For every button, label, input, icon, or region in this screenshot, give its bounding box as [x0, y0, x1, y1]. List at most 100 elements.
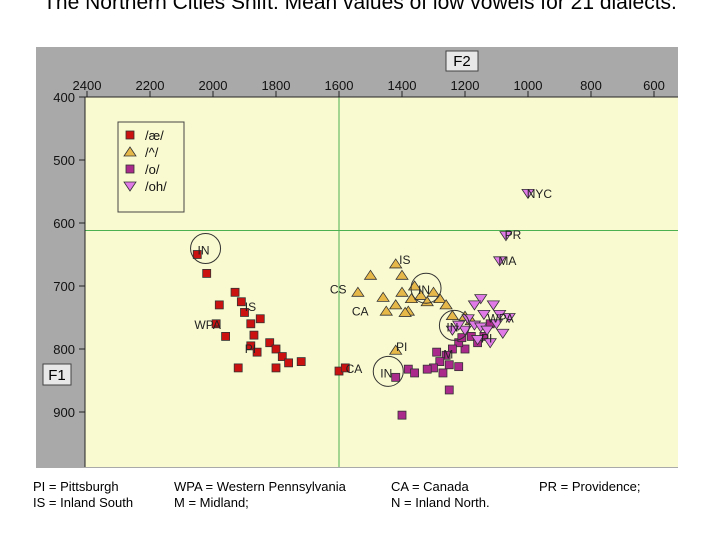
x-tick-label: 2200 — [136, 78, 165, 93]
data-point-series-3 — [492, 309, 507, 321]
y-axis-title-box: F1 — [42, 363, 72, 386]
annotation-label: CA — [346, 362, 363, 376]
footer-legend-providence: PR = Providence; — [539, 479, 641, 494]
data-point-series-3 — [492, 256, 507, 267]
data-point-series-1 — [388, 344, 403, 355]
data-point-series-2 — [457, 333, 467, 343]
annotation-label: PI — [245, 342, 256, 356]
annotation-circle — [438, 309, 470, 341]
x-tick-label: 1000 — [514, 78, 543, 93]
data-point-series-1 — [398, 306, 412, 317]
data-point-series-0 — [233, 363, 243, 373]
legend-label: /oh/ — [145, 179, 167, 194]
annotation-label: PR — [505, 228, 522, 242]
annotation-label: IS — [399, 253, 410, 267]
data-point-series-0 — [249, 330, 259, 340]
data-point-series-0 — [240, 308, 249, 317]
annotation-label: IN — [198, 244, 210, 258]
x-tick-label: 2000 — [199, 78, 228, 93]
data-point-series-1 — [351, 286, 365, 297]
data-point-series-1 — [395, 269, 409, 280]
x-tick-label: 600 — [643, 78, 665, 93]
data-point-series-0 — [255, 314, 265, 324]
y-tick-label: 800 — [53, 342, 75, 357]
data-point-series-3 — [477, 309, 491, 321]
footer-legend-inland-south: IS = Inland South — [33, 495, 134, 510]
data-point-series-3 — [502, 313, 516, 324]
annotation-label: CA — [352, 305, 369, 319]
annotation-circle — [190, 233, 222, 264]
data-point-series-1 — [426, 286, 441, 297]
legend-label: /æ/ — [145, 128, 164, 143]
data-point-series-0 — [246, 319, 256, 329]
data-point-series-2 — [444, 360, 454, 370]
data-point-series-2 — [438, 368, 448, 378]
annotation-label: PI — [481, 332, 492, 346]
x-tick-label: 2400 — [73, 78, 102, 93]
y-tick-label: 500 — [53, 153, 75, 168]
data-point-series-0 — [284, 358, 294, 368]
data-point-series-3 — [470, 335, 485, 346]
data-point-series-0 — [340, 363, 350, 373]
data-point-series-1 — [363, 269, 378, 280]
data-point-series-0 — [252, 347, 262, 357]
annotation-circle — [372, 355, 404, 387]
data-point-series-0 — [265, 338, 275, 348]
data-point-series-3 — [521, 188, 535, 200]
data-point-series-2 — [454, 362, 464, 372]
slide-title: The Northern Cities Shift: Mean values o… — [43, 0, 677, 14]
x-axis-title-box: F2 — [445, 50, 479, 72]
data-point-series-2 — [432, 347, 442, 357]
legend-label: /o/ — [145, 162, 160, 177]
annotation-circle — [410, 272, 442, 304]
annotation-label: NYC — [527, 187, 553, 201]
data-point-series-1 — [439, 299, 453, 310]
y-tick-label: 600 — [53, 216, 75, 231]
y-tick-label: 400 — [53, 90, 75, 105]
footer-legend-pittsburgh: PI = Pittsburgh — [33, 479, 119, 494]
footer-legend-canada: CA = Canada — [391, 479, 469, 494]
data-point-series-0 — [221, 331, 231, 341]
x-tick-label: 800 — [580, 78, 602, 93]
data-point-series-3 — [445, 325, 460, 336]
x-tick-label: 1800 — [262, 78, 291, 93]
legend-marker — [125, 164, 135, 174]
annotation-label: PI — [396, 340, 407, 354]
x-tick-label: 1400 — [388, 78, 417, 93]
data-point-series-3 — [489, 319, 504, 330]
x-axis-title: F2 — [453, 53, 471, 70]
data-point-series-3 — [486, 300, 501, 311]
data-point-series-3 — [499, 231, 513, 242]
annotation-label: IN — [380, 366, 392, 380]
data-point-series-0 — [214, 300, 224, 310]
data-point-series-3 — [483, 338, 497, 349]
data-point-series-1 — [379, 305, 393, 316]
data-point-series-2 — [391, 372, 401, 382]
data-point-series-3 — [474, 294, 488, 305]
data-point-series-0 — [211, 319, 221, 329]
data-point-series-1 — [388, 299, 403, 310]
data-point-series-0 — [296, 357, 306, 367]
data-point-series-1 — [445, 309, 460, 321]
footer-legend-western-pennsylvania: WPA = Western Pennsylvania — [174, 479, 346, 494]
footer-legend-midland: M = Midland; — [174, 495, 249, 510]
data-point-series-0 — [246, 341, 256, 351]
data-point-series-1 — [414, 289, 428, 300]
data-point-series-2 — [422, 364, 432, 374]
annotation-label: IN — [418, 283, 430, 297]
x-tick-label: 1200 — [451, 78, 480, 93]
annotation-label: IN — [446, 320, 458, 334]
data-point-series-1 — [376, 291, 390, 302]
data-point-series-0 — [230, 287, 240, 297]
data-point-series-0 — [271, 363, 281, 373]
data-point-series-2 — [435, 357, 445, 367]
data-point-series-3 — [467, 300, 482, 311]
annotation-label: M — [443, 347, 453, 361]
data-point-series-0 — [202, 268, 212, 278]
y-tick-label: 900 — [53, 405, 75, 420]
data-point-series-2 — [460, 344, 470, 354]
data-point-series-3 — [480, 325, 494, 336]
annotation-label: IS — [245, 300, 256, 314]
data-point-series-3 — [496, 328, 510, 339]
